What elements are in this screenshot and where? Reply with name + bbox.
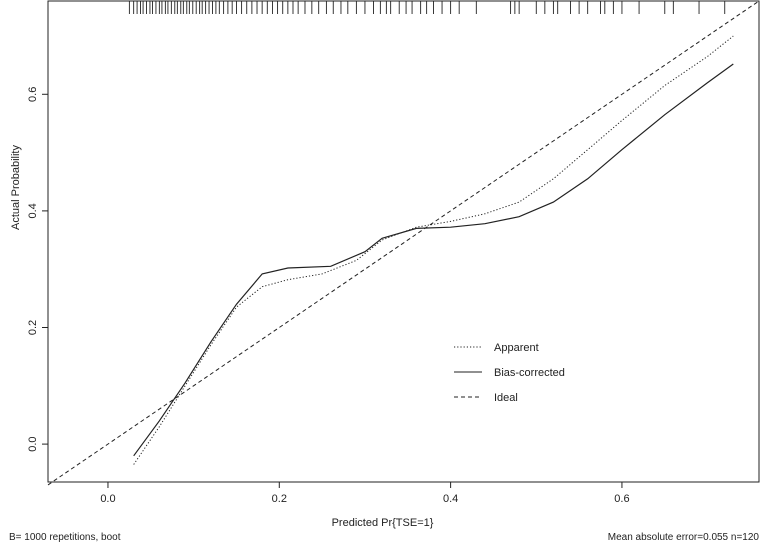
series-layer bbox=[47, 0, 760, 486]
series-apparent bbox=[133, 35, 734, 465]
legend: Apparent Bias-corrected Ideal bbox=[454, 342, 565, 404]
x-tick-label: 0.6 bbox=[614, 493, 629, 505]
y-axis-label: Actual Probability bbox=[10, 145, 22, 230]
footer-bootstrap-note: B= 1000 repetitions, boot bbox=[9, 532, 121, 543]
series-ideal bbox=[47, 0, 760, 486]
y-tick-label: 0.0 bbox=[27, 436, 39, 451]
y-tick-label: 0.6 bbox=[27, 87, 39, 102]
x-tick-label: 0.0 bbox=[100, 493, 115, 505]
legend-label: Apparent bbox=[494, 342, 539, 354]
footer-error-note: Mean absolute error=0.055 n=120 bbox=[607, 532, 759, 543]
y-axis-ticks: 0.0 0.2 0.4 0.6 bbox=[27, 87, 48, 452]
x-tick-label: 0.2 bbox=[272, 493, 287, 505]
legend-label: Bias-corrected bbox=[494, 367, 565, 379]
x-axis-ticks: 0.0 0.2 0.4 0.6 bbox=[100, 482, 630, 505]
rug-marks bbox=[128, 1, 726, 14]
legend-label: Ideal bbox=[494, 392, 518, 404]
x-tick-label: 0.4 bbox=[443, 493, 458, 505]
x-axis-label: Predicted Pr{TSE=1} bbox=[331, 517, 434, 529]
series-bias-corrected bbox=[133, 63, 734, 457]
y-tick-label: 0.2 bbox=[27, 320, 39, 335]
plot-frame bbox=[47, 0, 760, 483]
y-tick-label: 0.4 bbox=[27, 203, 39, 218]
